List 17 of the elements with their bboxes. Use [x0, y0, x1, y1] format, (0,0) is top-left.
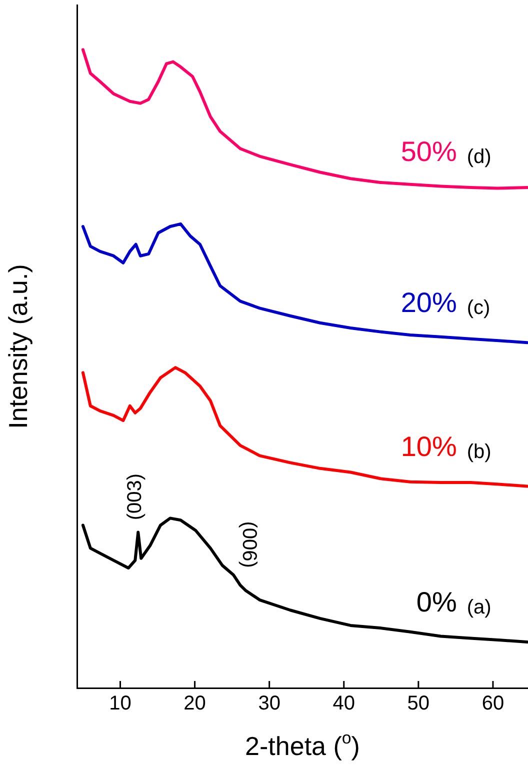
series-label: 10% [400, 431, 457, 462]
annotation: (a) [466, 596, 492, 618]
series-label: 0% [416, 586, 457, 618]
annotation: (d) [466, 146, 492, 168]
annotation: (003) [124, 473, 146, 520]
x-tick-label: 50 [407, 692, 430, 715]
annotation: (c) [466, 296, 490, 319]
annotation: (b) [466, 440, 492, 463]
x-tick-label: 10 [109, 692, 132, 715]
series-label: 20% [400, 287, 457, 318]
x-tick-label: 60 [482, 692, 504, 715]
x-tick-label: 30 [258, 692, 280, 715]
y-axis-title: Intensity (a.u.) [2, 264, 33, 429]
x-tick-label: 40 [332, 692, 355, 715]
annotation: (006) [238, 521, 260, 568]
x-tick-label: 20 [184, 692, 206, 715]
series-label: 50% [400, 136, 457, 168]
